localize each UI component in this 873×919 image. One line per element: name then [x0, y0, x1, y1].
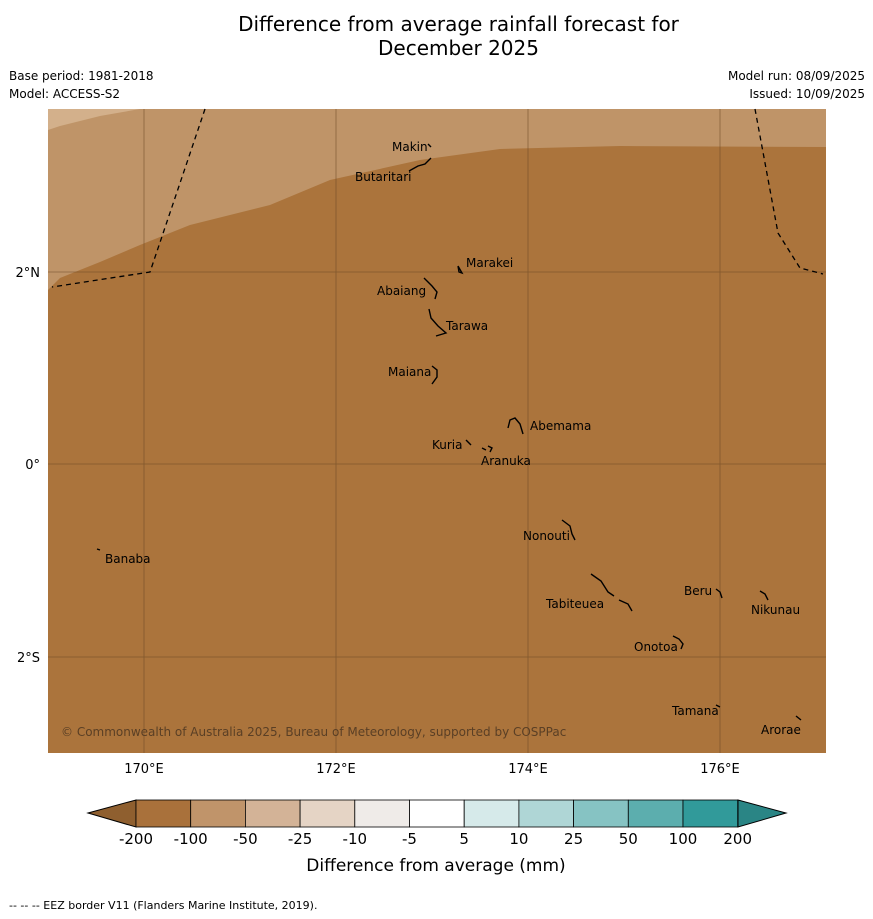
title-line-1: Difference from average rainfall forecas…: [238, 12, 679, 36]
map-mid-band: [48, 109, 826, 290]
colorbar-tick-label: 50: [619, 830, 638, 848]
chart-title: Difference from average rainfall forecas…: [0, 12, 873, 60]
colorbar-segment: [190, 799, 246, 828]
model-run: Model run: 08/09/2025: [727, 69, 865, 83]
x-tick-170e: 170°E: [124, 762, 164, 777]
colorbar-segment: [354, 799, 410, 828]
island-tabiteuea: [590, 573, 633, 612]
issued-date: Issued: 10/09/2025: [749, 87, 865, 101]
title-line-2: December 2025: [378, 36, 539, 60]
eez-border: [51, 108, 824, 288]
model-name: Model: ACCESS-S2: [9, 87, 121, 101]
label-makin: Makin: [392, 140, 428, 154]
island-tamana: [715, 704, 721, 708]
x-tick-176e: 176°E: [700, 762, 740, 777]
map-light-band: [48, 109, 140, 130]
colorbar-label: Difference from average (mm): [306, 856, 565, 876]
colorbar-tick-label: -100: [174, 830, 208, 848]
island-tarawa: [428, 308, 448, 337]
label-nonouti: Nonouti: [523, 529, 570, 543]
colorbar-segments: [135, 799, 739, 828]
colorbar-tick-label: 100: [669, 830, 698, 848]
island-makin: [427, 143, 432, 148]
y-tick-2s: 2°S: [17, 651, 40, 666]
label-kuria: Kuria: [432, 438, 463, 452]
label-butaritari: Butaritari: [355, 170, 412, 184]
label-aranuka: Aranuka: [481, 454, 531, 468]
colorbar-tick-label: -50: [233, 830, 258, 848]
label-nikunau: Nikunau: [751, 603, 800, 617]
colorbar-tick-label: 200: [723, 830, 752, 848]
label-beru: Beru: [684, 584, 712, 598]
label-banaba: Banaba: [105, 552, 151, 566]
label-maiana: Maiana: [388, 365, 431, 379]
label-tamana: Tamana: [671, 704, 719, 718]
label-tarawa: Tarawa: [445, 319, 488, 333]
island-banaba: [96, 548, 101, 551]
colorbar-tick-label: 5: [459, 830, 469, 848]
colorbar-segment: [299, 799, 356, 828]
label-abaiang: Abaiang: [377, 284, 426, 298]
island-outlines: [96, 143, 802, 721]
eez-border-east: [754, 108, 824, 275]
colorbar: -200 -100 -50 -25 -10 -5 5 10 25 50 100 200 Differe…: [86, 799, 788, 876]
y-tick-0: 0°: [25, 458, 40, 473]
x-tick-172e: 172°E: [316, 762, 356, 777]
label-abemama: Abemama: [530, 419, 591, 433]
y-axis-ticks: 2°N 0° 2°S: [16, 266, 41, 666]
x-tick-174e: 174°E: [508, 762, 548, 777]
island-marakei: [457, 265, 464, 275]
island-butaritari: [408, 157, 432, 172]
colorbar-segment: [627, 799, 684, 828]
island-aranuka: [481, 445, 493, 453]
base-period: Base period: 1981-2018: [9, 69, 154, 83]
island-arorae: [795, 715, 802, 721]
island-beru: [715, 588, 723, 599]
copyright-notice: © Commonwealth of Australia 2025, Bureau…: [61, 725, 566, 739]
colorbar-segment: [135, 799, 192, 828]
meta-left: Base period: 1981-2018 Model: ACCESS-S2: [9, 67, 154, 103]
colorbar-tick-label: -10: [343, 830, 368, 848]
island-abemama: [507, 417, 524, 435]
colorbar-tick-label: 25: [564, 830, 583, 848]
eez-footnote: -- -- -- EEZ border V11 (Flanders Marine…: [9, 899, 318, 912]
colorbar-segment: [244, 799, 301, 828]
colorbar-segment: [409, 799, 465, 828]
colorbar-segment: [463, 799, 520, 828]
label-marakei: Marakei: [466, 256, 513, 270]
colorbar-under-arrow: [86, 799, 137, 828]
colorbar-segment: [573, 799, 629, 828]
colorbar-tick-label: 10: [509, 830, 528, 848]
x-axis-ticks: 170°E 172°E 174°E 176°E: [124, 762, 740, 777]
colorbar-segment: [518, 799, 575, 828]
label-arorae: Arorae: [761, 723, 801, 737]
colorbar-tick-label: -200: [119, 830, 153, 848]
island-abaiang: [423, 277, 438, 300]
colorbar-ticks: -200 -100 -50 -25 -10 -5 5 10 25 50 100 200: [119, 830, 752, 848]
island-onotoa: [672, 635, 684, 650]
colorbar-tick-label: -5: [402, 830, 417, 848]
meta-right: Model run: 08/09/2025 Issued: 10/09/2025: [728, 67, 865, 103]
island-nonouti: [561, 519, 576, 541]
graticule: [48, 109, 826, 753]
place-labels: Makin Butaritari Marakei Abaiang Tarawa …: [105, 140, 801, 737]
label-tabiteuea: Tabiteuea: [545, 597, 604, 611]
island-kuria: [465, 439, 472, 446]
colorbar-tick-label: -25: [288, 830, 313, 848]
island-maiana: [431, 365, 438, 385]
colorbar-segment: [682, 799, 739, 828]
island-nikunau: [759, 590, 769, 601]
label-onotoa: Onotoa: [634, 640, 678, 654]
colorbar-over-arrow: [737, 799, 788, 828]
y-tick-2n: 2°N: [16, 266, 41, 281]
eez-border-west: [51, 108, 206, 288]
